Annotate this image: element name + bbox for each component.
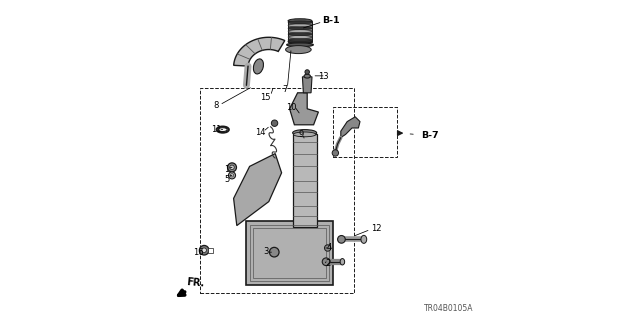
Ellipse shape <box>293 132 316 137</box>
Circle shape <box>228 172 236 179</box>
Ellipse shape <box>288 36 312 38</box>
Circle shape <box>271 120 278 126</box>
Ellipse shape <box>288 19 312 23</box>
Circle shape <box>338 236 346 243</box>
Polygon shape <box>302 77 312 93</box>
Text: B-1: B-1 <box>323 16 340 25</box>
Text: 16: 16 <box>193 248 204 257</box>
Ellipse shape <box>288 21 312 24</box>
Polygon shape <box>288 21 312 42</box>
Text: 10: 10 <box>286 103 296 112</box>
Text: 1: 1 <box>225 165 230 174</box>
Polygon shape <box>234 37 285 66</box>
Polygon shape <box>234 154 282 226</box>
Text: 2: 2 <box>325 260 331 268</box>
Ellipse shape <box>288 40 312 43</box>
Ellipse shape <box>285 46 311 53</box>
Text: 11: 11 <box>211 125 221 134</box>
Ellipse shape <box>288 27 312 30</box>
Circle shape <box>200 245 209 255</box>
Circle shape <box>305 70 310 74</box>
Ellipse shape <box>292 130 317 136</box>
Bar <box>333 107 397 157</box>
Ellipse shape <box>304 74 310 78</box>
Text: FR.: FR. <box>186 277 205 289</box>
Circle shape <box>202 248 206 252</box>
Polygon shape <box>246 221 333 285</box>
Text: 7: 7 <box>282 85 287 94</box>
Ellipse shape <box>287 43 314 47</box>
Ellipse shape <box>216 127 229 132</box>
Ellipse shape <box>288 30 312 33</box>
Polygon shape <box>340 117 360 138</box>
Circle shape <box>332 150 339 156</box>
Text: TR04B0105A: TR04B0105A <box>424 304 474 313</box>
Text: B-7: B-7 <box>422 132 439 140</box>
Circle shape <box>269 247 279 257</box>
Polygon shape <box>290 93 319 125</box>
Bar <box>250 225 329 281</box>
Text: 12: 12 <box>371 224 381 233</box>
Text: 14: 14 <box>255 128 266 137</box>
Text: 3: 3 <box>263 247 268 256</box>
Text: 4: 4 <box>327 244 332 252</box>
Ellipse shape <box>340 259 344 265</box>
Circle shape <box>230 174 234 177</box>
Circle shape <box>230 165 234 170</box>
Ellipse shape <box>218 128 227 132</box>
Ellipse shape <box>288 38 312 41</box>
Bar <box>208 248 212 253</box>
Text: 8: 8 <box>213 101 219 110</box>
Ellipse shape <box>253 59 264 74</box>
Ellipse shape <box>288 33 312 36</box>
Ellipse shape <box>361 236 367 244</box>
Circle shape <box>324 245 331 251</box>
Polygon shape <box>292 134 317 227</box>
Text: 9: 9 <box>298 130 303 139</box>
Circle shape <box>228 163 237 172</box>
Bar <box>253 228 326 278</box>
Circle shape <box>323 258 330 266</box>
Ellipse shape <box>288 24 312 27</box>
Bar <box>200 88 354 293</box>
Text: 5: 5 <box>225 175 230 184</box>
Text: 13: 13 <box>318 72 328 81</box>
Text: 15: 15 <box>260 93 271 102</box>
